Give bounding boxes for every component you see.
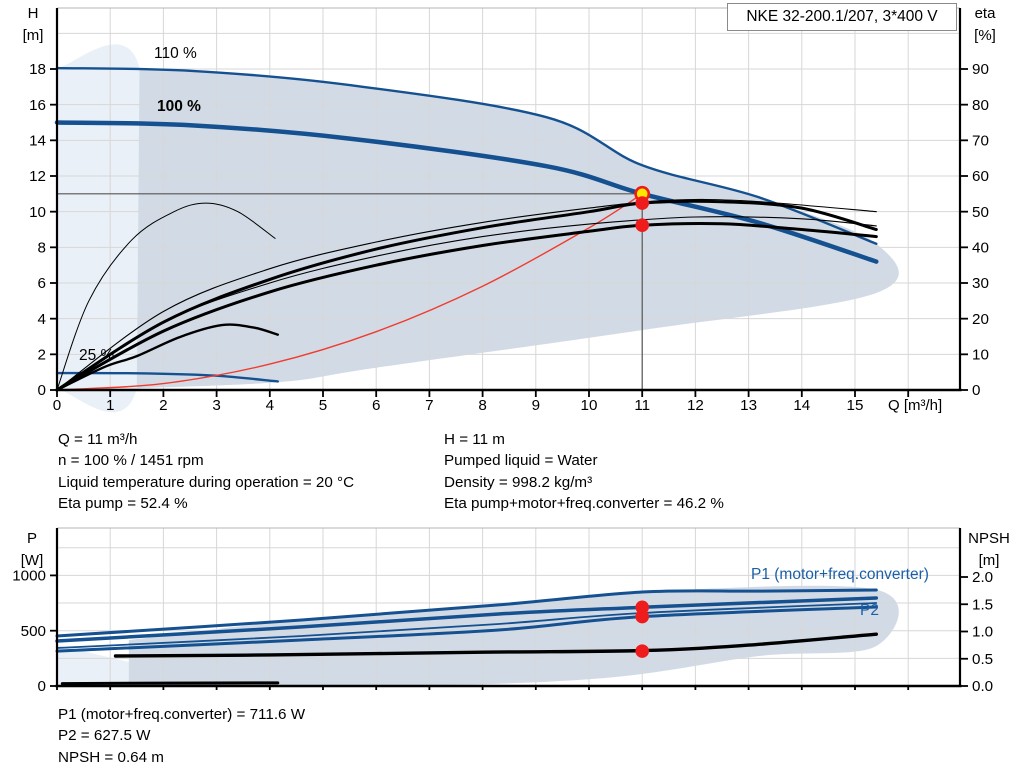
- p-axis-unit: [W]: [20, 552, 44, 569]
- npsh-axis-name: NPSH: [968, 530, 1010, 547]
- x-tick-label: 14: [793, 397, 810, 414]
- speed-label-25: 25 %: [79, 347, 115, 364]
- x-tick-label: 11: [634, 397, 650, 414]
- right-tick-label: 80: [972, 97, 989, 114]
- pump-type-title-box: NKE 32-200.1/207, 3*400 V: [727, 3, 957, 31]
- info-pumped-liquid: Pumped liquid = Water: [444, 452, 598, 470]
- x-tick-label: 13: [740, 397, 757, 414]
- x-tick-label: 6: [372, 397, 380, 414]
- eta-total-point: [635, 218, 649, 233]
- eta-pump-point: [635, 196, 649, 210]
- x-tick-label: 3: [212, 397, 220, 414]
- p2-curve-label: P2: [860, 602, 879, 619]
- head-curve-100: [54, 120, 879, 264]
- left-tick-label: 10: [29, 204, 46, 221]
- result-info: P1 (motor+freq.converter) = 711.6 W P2 =…: [58, 704, 305, 768]
- left-tick-label: 14: [29, 133, 46, 150]
- right-tick-label: 90: [972, 61, 989, 78]
- eta-axis-name: eta: [974, 5, 996, 22]
- x-tick-label: 10: [581, 397, 598, 414]
- right-tick-label: 1.5: [972, 596, 993, 613]
- info-q: Q = 11 m³/h: [58, 431, 138, 448]
- npsh-curve: [113, 632, 878, 658]
- info-p1: P1 (motor+freq.converter) = 711.6 W: [58, 706, 306, 723]
- left-tick-label: 12: [29, 168, 46, 185]
- h-axis-name: H: [27, 5, 39, 22]
- right-tick-label: 2.0: [972, 569, 993, 586]
- operating-envelope-pale: [57, 44, 149, 413]
- p1-curve-100: [55, 596, 879, 643]
- left-tick-label: 6: [38, 275, 46, 292]
- x-tick-label: 5: [319, 397, 327, 414]
- left-tick-label: 4: [38, 311, 46, 328]
- eta-pump-110: [56, 198, 877, 391]
- right-tick-label: 10: [972, 347, 989, 364]
- right-tick-label: 20: [972, 311, 989, 328]
- eta-pump-motor-25: [55, 323, 279, 392]
- info-npsh: NPSH = 0.64 m: [58, 748, 164, 766]
- right-tick-label: 30: [972, 275, 989, 292]
- eta-pump-25: [56, 202, 276, 391]
- x-tick-label: 1: [106, 397, 114, 414]
- left-tick-label: 2: [38, 347, 46, 364]
- right-tick-label: 40: [972, 240, 989, 257]
- right-tick-label: 70: [972, 133, 989, 150]
- npsh-axis-unit: [m]: [978, 552, 1000, 569]
- info-density: Density = 998.2 kg/m³: [444, 473, 593, 491]
- right-tick-label: 0.0: [972, 678, 993, 695]
- info-n: n = 100 % / 1451 rpm: [58, 452, 204, 470]
- p1-curve-110: [55, 588, 878, 638]
- x-tick-label: 0: [53, 397, 61, 414]
- npsh-point: [635, 644, 649, 658]
- x-tick-label: 15: [847, 397, 864, 414]
- right-tick-label: 0.5: [972, 651, 993, 668]
- left-tick-label: 16: [29, 97, 46, 114]
- p1-point: [635, 600, 649, 615]
- operating-envelope: [136, 68, 899, 389]
- info-p2: P2 = 627.5 W: [58, 727, 151, 745]
- left-tick-label: 18: [29, 61, 46, 78]
- p2-curve-100: [55, 605, 878, 653]
- x-tick-label: 4: [266, 397, 274, 414]
- h-axis-unit: [m]: [22, 27, 44, 44]
- info-liquid-temp: Liquid temperature during operation = 20…: [58, 473, 355, 491]
- right-tick-label: 50: [972, 204, 989, 221]
- speed-label-100: 100 %: [157, 98, 201, 115]
- left-tick-label: 0: [38, 382, 46, 399]
- left-tick-label: 1000: [12, 568, 46, 585]
- left-tick-label: 0: [38, 678, 46, 695]
- eta-axis-unit: [%]: [974, 27, 996, 44]
- x-tick-label: 9: [532, 397, 540, 414]
- power-envelope-pale: [57, 645, 342, 687]
- x-tick-label: 8: [478, 397, 486, 414]
- speed-label-110: 110 %: [154, 45, 197, 62]
- left-tick-label: 8: [38, 240, 46, 257]
- right-tick-label: 0: [972, 382, 980, 399]
- p2-curve-110: [56, 602, 878, 649]
- info-h: H = 11 m: [444, 431, 505, 448]
- x-tick-label: 12: [687, 397, 704, 414]
- p1-curve-label: P1 (motor+freq.converter): [751, 566, 929, 583]
- x-tick-label: 7: [425, 397, 433, 414]
- p2-point: [635, 609, 649, 624]
- x-tick-label: 2: [159, 397, 167, 414]
- p-axis-name: P: [26, 530, 37, 547]
- info-eta-total: Eta pump+motor+freq.converter = 46.2 %: [444, 495, 724, 513]
- right-tick-label: 1.0: [972, 624, 993, 641]
- eta-pump-motor-100: [55, 222, 878, 392]
- power-envelope: [128, 585, 899, 687]
- eta-pump-100: [55, 199, 878, 392]
- right-tick-label: 60: [972, 168, 989, 185]
- head-curve-110: [55, 66, 878, 245]
- left-tick-label: 500: [21, 623, 46, 640]
- q-axis-label: Q [m³/h]: [888, 397, 943, 414]
- duty-info-right: H = 11 m Pumped liquid = Water Density =…: [444, 429, 724, 515]
- duty-info-left: Q = 11 m³/h n = 100 % / 1451 rpm Liquid …: [58, 429, 354, 515]
- power-curve-25: [60, 681, 280, 686]
- info-eta-pump: Eta pump = 52.4 %: [58, 495, 188, 513]
